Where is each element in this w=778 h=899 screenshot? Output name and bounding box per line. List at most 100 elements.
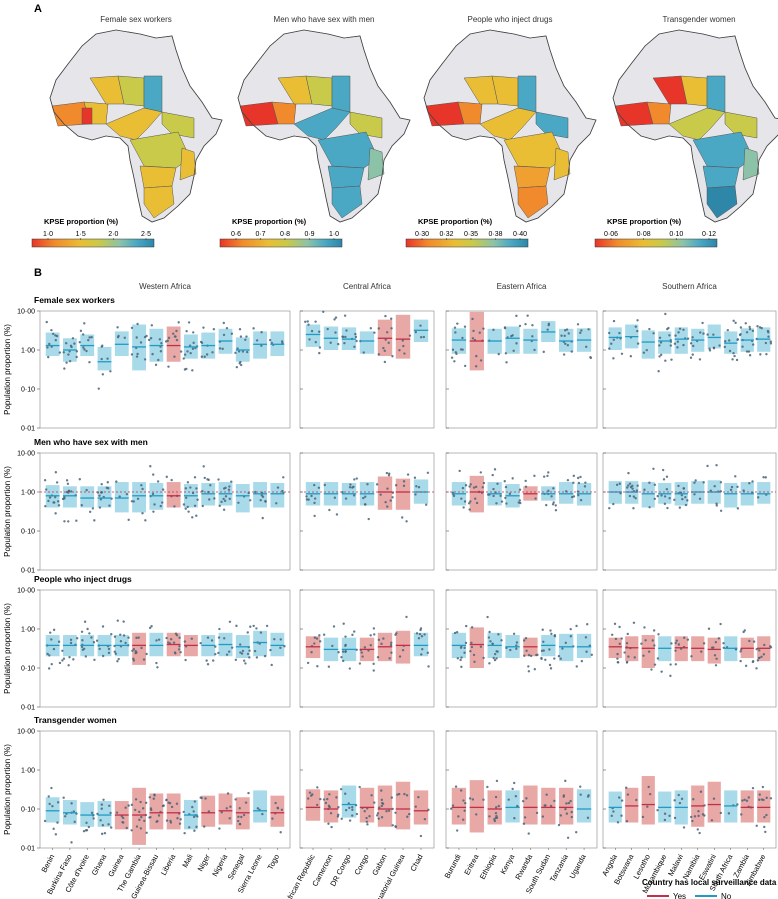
survey-point (586, 816, 590, 820)
y-tick-label: 10·00 (17, 729, 35, 736)
survey-point (274, 801, 277, 805)
survey-point (343, 314, 347, 317)
survey-point (172, 332, 175, 335)
survey-point (451, 804, 455, 807)
survey-point (200, 355, 204, 358)
survey-point (73, 820, 76, 824)
survey-point (579, 498, 583, 502)
survey-point (760, 655, 763, 658)
survey-point (706, 464, 709, 468)
survey-point (681, 497, 684, 501)
legend-title: KPSE proportion (%) (418, 217, 493, 226)
legend-yes-label: Yes (673, 892, 686, 899)
survey-point (669, 344, 673, 347)
survey-point (228, 497, 231, 501)
survey-point (748, 354, 752, 357)
survey-point (765, 813, 768, 817)
survey-point (46, 652, 49, 656)
survey-point (217, 478, 220, 481)
survey-point (130, 500, 134, 503)
survey-point (202, 326, 205, 329)
survey-point (700, 650, 703, 653)
survey-point (136, 352, 139, 356)
panel-frame (299, 452, 435, 571)
survey-point (255, 627, 258, 630)
survey-point (542, 649, 545, 652)
survey-point (145, 652, 148, 656)
survey-point (98, 494, 101, 497)
survey-point (417, 486, 421, 489)
survey-point (586, 795, 590, 798)
survey-point (304, 320, 307, 323)
survey-point (149, 337, 153, 340)
survey-point (752, 640, 756, 643)
country-label: Gabon (370, 853, 389, 877)
survey-point (748, 639, 751, 643)
survey-point (363, 503, 367, 506)
survey-point (576, 323, 580, 326)
survey-point (168, 802, 172, 805)
survey-point (366, 482, 369, 486)
survey-point (682, 487, 685, 490)
survey-point (557, 823, 561, 827)
survey-point (75, 519, 78, 522)
survey-point (313, 483, 316, 487)
survey-point (390, 317, 393, 320)
survey-point (62, 351, 65, 354)
survey-point (473, 660, 476, 663)
survey-point (218, 827, 221, 830)
survey-point (72, 658, 75, 661)
survey-point (107, 487, 110, 490)
survey-point (739, 650, 742, 653)
survey-point (191, 369, 194, 372)
survey-point (469, 649, 472, 653)
survey-point (164, 340, 168, 343)
survey-point (337, 651, 340, 654)
survey-point (626, 793, 630, 796)
survey-point (572, 481, 575, 485)
survey-point (748, 482, 751, 485)
uncertainty-box (658, 331, 672, 354)
survey-point (43, 819, 47, 823)
survey-point (612, 357, 615, 360)
uncertainty-box (97, 346, 112, 371)
survey-point (81, 639, 84, 642)
survey-point (372, 662, 375, 666)
survey-point (328, 508, 331, 512)
survey-point (385, 471, 389, 475)
uncertainty-box (469, 780, 484, 833)
survey-point (313, 514, 316, 518)
uncertainty-box (523, 785, 538, 825)
survey-point (620, 637, 623, 640)
survey-point (52, 647, 56, 651)
uncertainty-box (45, 797, 60, 823)
survey-point (488, 630, 491, 634)
survey-point (564, 807, 567, 811)
survey-point (728, 339, 731, 342)
panel-frame (445, 310, 598, 429)
country-region (668, 107, 726, 141)
survey-point (351, 486, 354, 489)
survey-point (386, 505, 389, 508)
survey-point (712, 797, 716, 800)
survey-point (554, 508, 558, 512)
survey-point (718, 344, 721, 347)
y-axis-label: Population proportion (%) (3, 324, 12, 415)
survey-point (660, 494, 663, 497)
survey-point (192, 331, 195, 334)
survey-point (745, 799, 749, 802)
survey-point (380, 804, 384, 808)
survey-point (173, 651, 177, 654)
survey-point (378, 806, 381, 809)
survey-point (382, 346, 385, 350)
survey-point (340, 655, 343, 659)
uncertainty-box (149, 793, 164, 830)
uncertainty-box (523, 328, 538, 354)
survey-point (728, 349, 732, 353)
survey-point (620, 352, 624, 355)
survey-point (280, 808, 284, 812)
survey-point (682, 826, 686, 829)
survey-point (689, 342, 693, 345)
survey-point (761, 785, 765, 789)
survey-point (121, 820, 124, 824)
